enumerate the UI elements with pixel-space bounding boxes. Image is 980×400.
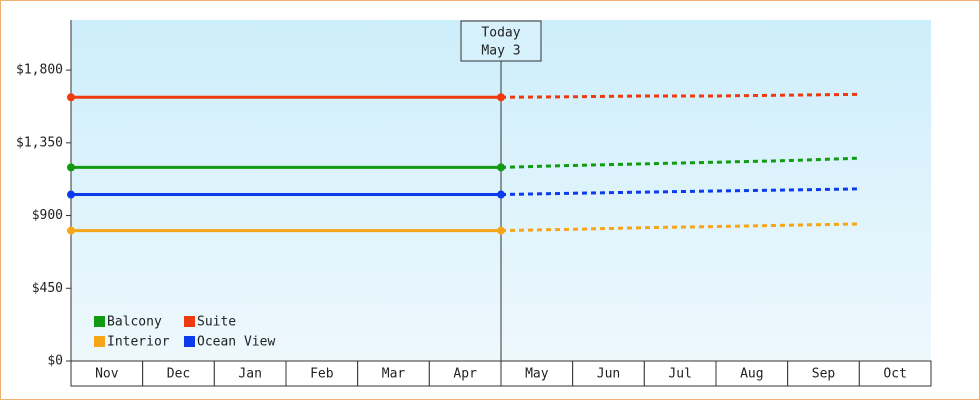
month-cell <box>213 360 287 387</box>
x-tick-label: Nov <box>95 367 119 382</box>
legend-swatch <box>94 316 105 327</box>
y-tick-label: $1,350 <box>16 135 63 150</box>
month-cell <box>572 360 645 387</box>
month-cell <box>643 360 717 387</box>
x-tick-label: Apr <box>453 367 477 382</box>
legend-swatch <box>184 316 195 327</box>
y-tick-label: $450 <box>32 281 63 296</box>
today-label: Today <box>481 26 520 41</box>
x-tick-label: Jul <box>668 367 691 382</box>
forecast-line <box>500 187 860 197</box>
x-tick-label: Feb <box>310 367 334 382</box>
month-cell <box>285 360 359 387</box>
point <box>67 190 75 199</box>
legend-label: Balcony <box>107 315 162 330</box>
legend-swatch <box>94 336 105 347</box>
x-tick-label: Jan <box>238 367 261 382</box>
month-cell <box>787 360 860 387</box>
legend-swatch <box>184 336 195 347</box>
month-cell <box>715 360 789 387</box>
month-cell <box>357 360 430 387</box>
x-tick-label: Sep <box>812 367 836 382</box>
legend-label: Interior <box>107 335 170 350</box>
month-cell <box>142 360 215 387</box>
point <box>497 226 505 235</box>
forecast-line <box>500 222 860 233</box>
x-tick-label: Dec <box>167 367 190 382</box>
x-tick-label: May <box>525 367 549 382</box>
point <box>497 190 505 199</box>
x-tick-label: Aug <box>740 367 763 382</box>
month-cell <box>858 360 932 387</box>
month-cell <box>500 360 574 387</box>
forecast-line <box>500 156 860 169</box>
point <box>497 163 505 172</box>
legend-label: Suite <box>197 315 236 330</box>
point <box>67 93 75 102</box>
forecast-line <box>500 92 860 99</box>
x-tick-label: Oct <box>883 367 906 382</box>
point <box>67 226 75 235</box>
point <box>67 163 75 172</box>
y-tick-label: $1,800 <box>16 63 63 78</box>
x-tick-label: Mar <box>382 367 406 382</box>
y-tick-label: $0 <box>47 354 63 369</box>
y-tick-label: $900 <box>32 208 63 223</box>
legend-label: Ocean View <box>197 335 275 350</box>
today-box <box>460 20 542 62</box>
point <box>497 93 505 102</box>
month-cell <box>428 360 502 387</box>
today-label: May 3 <box>481 44 520 59</box>
x-tick-label: Jun <box>597 367 620 382</box>
